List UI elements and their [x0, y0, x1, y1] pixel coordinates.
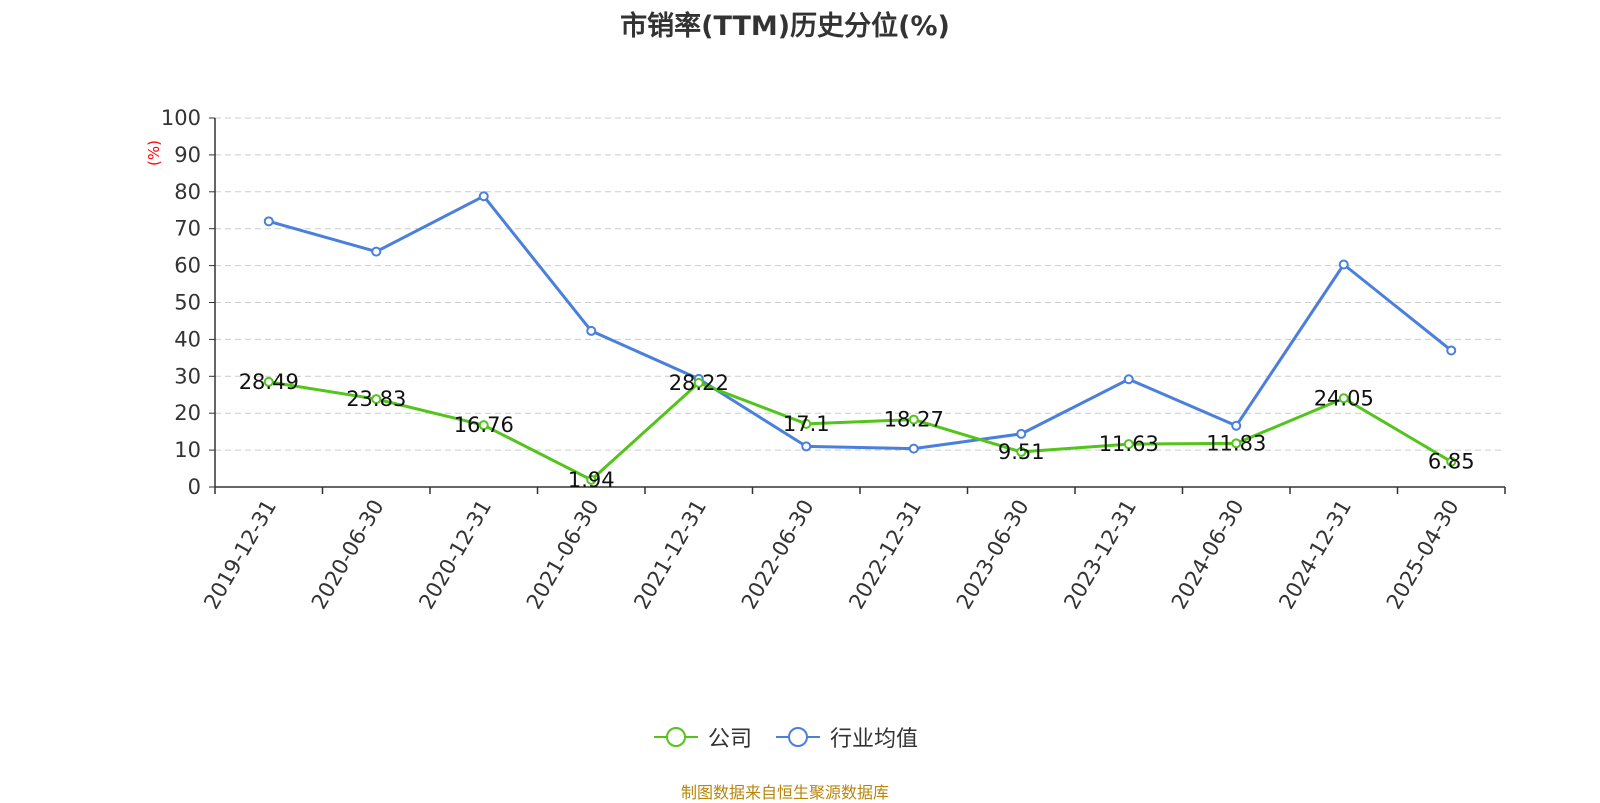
x-tick-label: 2024-06-30 — [1167, 496, 1249, 614]
data-point-company — [371, 394, 382, 405]
data-point-company — [1446, 456, 1457, 467]
legend-label-company: 公司 — [707, 727, 752, 752]
data-label: 11.83 — [1206, 431, 1266, 455]
chart-legend: 公司 行业均值 — [0, 722, 1570, 752]
x-tick-label: 2024-12-31 — [1274, 496, 1356, 614]
data-point-industry — [1338, 259, 1349, 270]
legend-marker-industry-icon — [776, 727, 820, 747]
x-tick-label: 2022-06-30 — [737, 496, 819, 614]
data-label: 17.1 — [783, 412, 830, 436]
data-point-industry — [1016, 428, 1027, 439]
data-label: 1.94 — [568, 468, 615, 492]
data-point-industry — [1231, 420, 1242, 431]
data-label: 9.51 — [998, 440, 1045, 464]
data-point-industry — [586, 325, 597, 336]
data-point-company — [586, 474, 597, 485]
y-tick-label: 30 — [174, 364, 201, 388]
data-point-company — [1123, 439, 1134, 450]
data-label: 18.27 — [884, 408, 944, 432]
series-line-company — [268, 380, 1453, 482]
x-tick-label: 2023-06-30 — [952, 496, 1034, 614]
x-tick-label: 2020-06-30 — [307, 496, 389, 614]
legend-item-company[interactable]: 公司 — [652, 721, 752, 753]
data-point-industry — [801, 441, 812, 452]
y-tick-label: 70 — [174, 217, 201, 241]
y-tick-label: 100 — [161, 106, 201, 130]
y-tick-label: 10 — [174, 438, 201, 462]
data-point-industry — [908, 443, 919, 454]
data-point-company — [1338, 393, 1349, 404]
y-tick-label: 0 — [188, 475, 201, 499]
legend-item-industry[interactable]: 行业均值 — [774, 721, 918, 753]
data-point-company — [1016, 446, 1027, 457]
data-point-company — [1231, 438, 1242, 449]
y-tick-label: 80 — [174, 180, 201, 204]
data-point-industry — [1123, 374, 1134, 385]
data-label: 28.22 — [669, 371, 729, 395]
data-label: 16.76 — [454, 413, 514, 437]
source-note: 制图数据来自恒生聚源数据库 — [680, 783, 889, 802]
data-point-industry — [478, 191, 489, 202]
x-tick-label: 2021-06-30 — [522, 496, 604, 614]
data-label: 24.05 — [1314, 386, 1374, 410]
data-label: 23.83 — [346, 387, 406, 411]
series-line-industry — [268, 194, 1453, 451]
chart-title: 市销率(TTM)历史分位(%) — [620, 11, 950, 42]
legend-label-industry: 行业均值 — [830, 727, 919, 752]
legend-marker-company-icon — [653, 727, 698, 747]
data-point-company — [478, 420, 489, 431]
x-tick-label: 2022-12-31 — [844, 496, 926, 614]
y-tick-label: 60 — [174, 254, 201, 278]
x-tick-label: 2019-12-31 — [199, 496, 281, 614]
data-point-industry — [1446, 345, 1457, 356]
y-tick-label: 90 — [174, 143, 201, 167]
data-point-industry — [263, 216, 274, 227]
data-point-company — [801, 418, 812, 429]
y-axis-label: (%) — [145, 140, 163, 166]
data-label: 6.85 — [1428, 450, 1475, 474]
x-tick-label: 2020-12-31 — [414, 496, 496, 614]
y-tick-label: 40 — [174, 327, 201, 351]
x-tick-label: 2025-04-30 — [1382, 496, 1464, 614]
x-tick-label: 2021-12-31 — [629, 496, 711, 614]
data-point-industry — [371, 246, 382, 257]
data-point-company — [908, 414, 919, 425]
data-point-company — [263, 376, 274, 387]
data-point-company — [693, 377, 704, 388]
data-label: 11.63 — [1099, 432, 1159, 456]
y-tick-label: 20 — [174, 401, 201, 425]
data-label: 28.49 — [239, 370, 299, 394]
x-tick-label: 2023-12-31 — [1059, 496, 1141, 614]
y-tick-label: 50 — [174, 291, 201, 315]
